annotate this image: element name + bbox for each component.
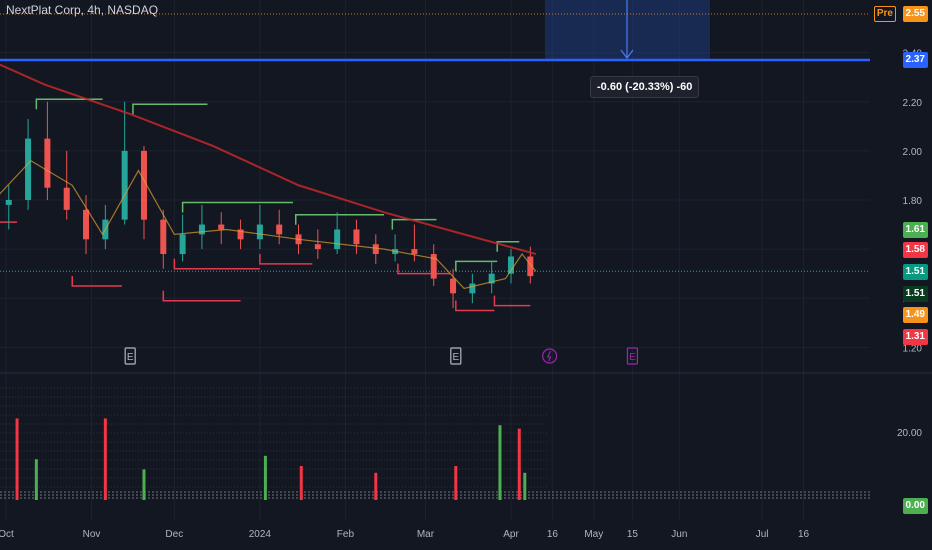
y-axis-tick-label: 1.20 [903, 343, 923, 354]
volume-bar [374, 472, 378, 500]
earnings-icon-label: E [127, 352, 134, 363]
x-axis-tick-label: Oct [0, 529, 14, 540]
volume-bar [498, 425, 502, 500]
support-line [259, 253, 313, 265]
x-axis-tick-label: Dec [165, 529, 183, 540]
volume-bar [15, 418, 19, 500]
support-line [71, 275, 122, 287]
price-tag: 1.61 [902, 222, 928, 238]
support-line [0, 221, 18, 223]
x-axis-tick-label: 16 [798, 529, 810, 540]
lightning-icon [546, 350, 552, 362]
x-axis-tick-label: Nov [83, 529, 101, 540]
resistance-line [391, 218, 437, 230]
chart-title: NextPlat Corp, 4h, NASDAQ [6, 3, 159, 17]
candle-body [179, 234, 186, 255]
x-axis-tick-label: 15 [627, 529, 639, 540]
volume-bar [142, 469, 146, 500]
volume-bar [454, 466, 458, 500]
resistance-line [496, 241, 520, 252]
x-axis-tick-label: 16 [547, 529, 559, 540]
candle-body [5, 200, 12, 205]
x-axis-tick-label: 2024 [249, 529, 272, 540]
candle-body [198, 224, 205, 235]
candle-body [140, 150, 147, 220]
candle-body [256, 224, 263, 240]
measure-tooltip: -0.60 (-20.33%) -60 [590, 76, 700, 98]
resistance-line [455, 260, 498, 272]
x-axis-tick-label: Jul [756, 529, 769, 540]
candle-body [430, 254, 437, 279]
candle-body [218, 224, 225, 230]
earnings-icon [124, 347, 136, 365]
earnings-icon-label: E [629, 352, 636, 363]
candle-body [121, 150, 128, 220]
price-tag: 1.51 [902, 286, 928, 302]
earnings-icon [450, 347, 462, 365]
volume-tag: 0.00 [902, 498, 928, 514]
y-axis-tick-label: 1.80 [903, 196, 923, 207]
x-axis-tick-label: Jun [671, 529, 687, 540]
volume-bar [263, 455, 267, 500]
candle-body [488, 273, 495, 284]
price-tag: 1.49 [902, 307, 928, 323]
earnings-icon-label: E [452, 352, 459, 363]
candle-body [334, 229, 341, 250]
volume-bar [517, 428, 521, 500]
candle-body [353, 229, 360, 245]
resistance-line [295, 213, 385, 225]
resistance-line [132, 103, 208, 115]
candle-body [411, 249, 418, 255]
resistance-line [35, 98, 103, 110]
y-axis-tick-label: 2.20 [903, 98, 923, 109]
volume-bar [103, 418, 107, 500]
candle-body [160, 219, 167, 255]
dividend-split-icon [542, 348, 558, 364]
x-axis-tick-label: Mar [417, 529, 435, 540]
measure-arrow-head [620, 49, 634, 59]
x-axis-tick-label: Feb [337, 529, 355, 540]
moving-average-short-line [0, 159, 537, 290]
candle-body [25, 138, 32, 200]
candle-body [63, 187, 70, 210]
premarket-prefix-label: Pre [873, 6, 896, 22]
support-line [162, 290, 241, 302]
moving-average-long-line [0, 63, 537, 255]
price-tag: 2.55 [902, 6, 928, 22]
price-tag: 2.37 [902, 52, 928, 68]
candle-body [314, 244, 321, 250]
resistance-line [181, 201, 293, 213]
volume-bar [523, 472, 527, 500]
x-axis-tick-label: Apr [503, 529, 519, 540]
y-axis-tick-label: 2.00 [903, 147, 923, 158]
price-tag: 1.31 [902, 329, 928, 345]
price-tag: 1.51 [902, 264, 928, 280]
candle-body [450, 278, 457, 294]
candle-body [83, 209, 90, 240]
candle-body [508, 256, 514, 274]
volume-bar [34, 459, 38, 500]
support-line [173, 258, 260, 270]
candle-body [237, 229, 244, 240]
volume-y-tick-label: 20.00 [897, 428, 922, 439]
candle-body [44, 138, 51, 188]
support-line [493, 295, 531, 307]
candle-body [276, 224, 283, 235]
earnings-icon [626, 347, 639, 365]
candle-body [527, 256, 534, 277]
x-axis-tick-label: May [584, 529, 603, 540]
volume-bar [299, 466, 303, 500]
support-line [455, 300, 495, 312]
candle-body [469, 283, 476, 294]
price-tag: 1.58 [902, 242, 928, 258]
candle-body [372, 244, 379, 255]
